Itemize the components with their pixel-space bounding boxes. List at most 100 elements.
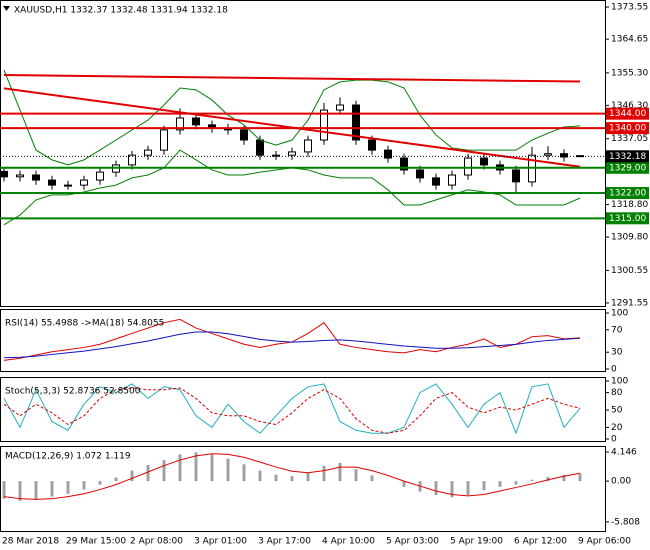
candle-body bbox=[368, 139, 376, 151]
candle-body bbox=[144, 149, 152, 156]
macd-bar bbox=[530, 479, 534, 482]
y-tick-label: 1364.65 bbox=[611, 35, 648, 45]
x-tick-label: 4 Apr 10:00 bbox=[322, 537, 375, 547]
y-tick-label: 1309.80 bbox=[611, 233, 648, 243]
macd-bar bbox=[354, 469, 358, 482]
y-tick-label: 30 bbox=[611, 348, 623, 358]
trend-line bbox=[3, 74, 581, 83]
macd-bar bbox=[82, 481, 86, 490]
macd-bar bbox=[498, 481, 502, 487]
candle-body bbox=[304, 139, 312, 153]
y-tick-label: 50 bbox=[611, 406, 623, 416]
indicator-line bbox=[3, 331, 581, 359]
y-tick-label: 1291.55 bbox=[611, 298, 648, 308]
candle-body bbox=[464, 157, 472, 176]
level-label-box bbox=[606, 122, 649, 135]
x-tick-label: 6 Apr 12:00 bbox=[514, 537, 567, 547]
macd-bar bbox=[114, 477, 118, 482]
y-tick-label: 1373.55 bbox=[611, 3, 648, 13]
level-label-box bbox=[606, 161, 649, 174]
candle-body bbox=[352, 104, 360, 141]
macd-bar bbox=[226, 458, 230, 482]
candle-body bbox=[400, 157, 408, 171]
macd-bar bbox=[18, 481, 22, 501]
candle-body bbox=[128, 154, 136, 166]
panel-title: MACD(12,26,9) 1.072 1.119 bbox=[5, 452, 131, 462]
symbol-menu-icon bbox=[3, 6, 10, 11]
indicator-line bbox=[3, 383, 581, 435]
y-tick-label: 0 bbox=[611, 365, 617, 375]
x-tick-label: 3 Apr 17:00 bbox=[258, 537, 311, 547]
level-label: 1329.00 bbox=[609, 163, 646, 173]
macd-bar bbox=[450, 481, 454, 498]
level-label-box bbox=[606, 187, 649, 200]
candle-body bbox=[512, 169, 520, 183]
candle-body bbox=[16, 174, 24, 178]
x-tick-label: 5 Apr 19:00 bbox=[450, 537, 503, 547]
candle-body bbox=[432, 177, 440, 186]
candle-body bbox=[560, 153, 568, 158]
price-panel-frame bbox=[0, 0, 606, 307]
candle-body bbox=[240, 129, 248, 141]
macd-bar bbox=[34, 481, 38, 500]
candle-body bbox=[544, 153, 552, 156]
macd-bar bbox=[466, 481, 470, 496]
macd-bar bbox=[338, 462, 342, 482]
macd-bar bbox=[210, 454, 214, 482]
candle-body bbox=[480, 157, 488, 166]
candle-body bbox=[448, 174, 456, 186]
macd-bar bbox=[434, 481, 438, 496]
y-tick-label: -5.808 bbox=[611, 517, 640, 527]
candle-body bbox=[288, 151, 296, 156]
y-tick-label: 1346.30 bbox=[611, 101, 648, 111]
x-tick-label: 3 Apr 01:00 bbox=[194, 537, 247, 547]
x-tick-label: 5 Apr 03:00 bbox=[386, 537, 439, 547]
candle-body bbox=[256, 139, 264, 156]
macd-bar bbox=[402, 481, 406, 487]
candle-body bbox=[32, 174, 40, 181]
level-label: 1315.00 bbox=[609, 214, 646, 224]
macd-bar bbox=[98, 481, 102, 485]
candle-body bbox=[48, 179, 56, 186]
y-tick-label: 100 bbox=[611, 377, 628, 387]
candle-body bbox=[384, 149, 392, 159]
x-tick-label: 28 Mar 2018 bbox=[2, 537, 59, 547]
candle-body bbox=[416, 169, 424, 179]
candle-body bbox=[0, 170, 8, 178]
macd-bar bbox=[578, 473, 582, 482]
macd-bar bbox=[194, 452, 198, 482]
y-tick-label: 1337.05 bbox=[611, 134, 648, 144]
y-tick-label: 100 bbox=[611, 309, 628, 319]
macd-bar bbox=[290, 476, 294, 482]
level-label-box bbox=[606, 212, 649, 225]
macd-panel-frame bbox=[0, 446, 606, 532]
panel-title: RSI(14) 55.4988 ->MA(18) 54.8055 bbox=[5, 319, 164, 329]
macd-bar bbox=[50, 481, 54, 497]
macd-bar bbox=[562, 474, 566, 482]
y-tick-label: 70 bbox=[611, 325, 623, 335]
y-tick-label: 4.146 bbox=[611, 447, 637, 457]
candle-body bbox=[336, 104, 344, 111]
candle-body bbox=[64, 184, 72, 187]
macd-bar bbox=[322, 465, 326, 482]
macd-bar bbox=[482, 481, 486, 491]
x-tick-label: 9 Apr 06:00 bbox=[578, 537, 631, 547]
y-tick-label: 0.00 bbox=[611, 477, 631, 487]
level-label: 1344.00 bbox=[609, 109, 646, 119]
last-price-box bbox=[606, 150, 649, 163]
macd-bar bbox=[306, 472, 310, 482]
macd-bar bbox=[242, 464, 246, 482]
indicator-line bbox=[3, 453, 581, 500]
candle-body bbox=[80, 179, 88, 186]
panel-title: XAUUSD,H1 1332.37 1332.48 1331.94 1332.1… bbox=[14, 6, 228, 16]
y-tick-label: 80 bbox=[611, 388, 623, 398]
candle-body bbox=[320, 109, 328, 141]
level-label: 1322.00 bbox=[609, 189, 646, 199]
macd-bar bbox=[66, 481, 70, 494]
macd-bar bbox=[546, 476, 550, 482]
level-label: 1340.00 bbox=[609, 124, 646, 134]
macd-bar bbox=[2, 481, 6, 499]
last-price-label: 1332.18 bbox=[609, 152, 646, 162]
candle-body bbox=[160, 129, 168, 151]
